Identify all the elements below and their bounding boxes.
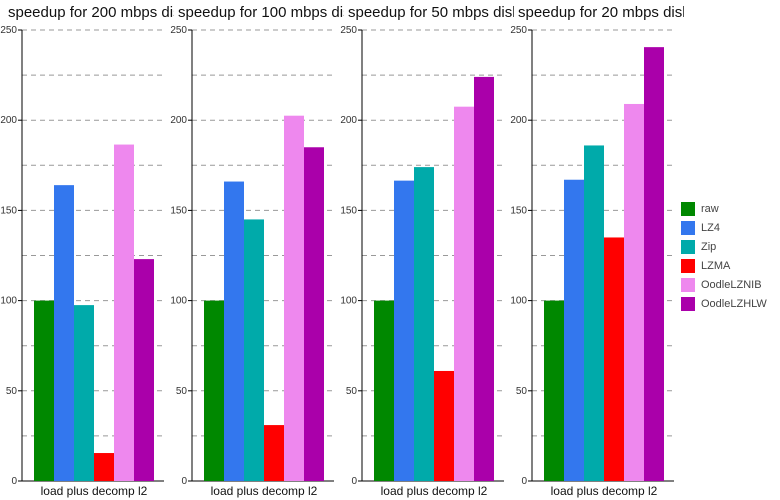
- legend-label: Zip: [701, 241, 716, 253]
- bar-oodlelzhlw: [474, 76, 494, 482]
- legend-swatch: [681, 278, 695, 292]
- bar-oodlelznib: [624, 103, 644, 482]
- chart-title: speedup for 100 mbps disk: [178, 4, 359, 21]
- bar-zip: [74, 305, 94, 481]
- legend-label: LZ4: [701, 222, 720, 234]
- y-tick-label: 0: [11, 476, 17, 487]
- y-tick-label: 150: [170, 205, 187, 216]
- y-tick-label: 200: [340, 115, 357, 126]
- y-tick-label: 150: [0, 205, 17, 216]
- bar-oodlelznib: [284, 115, 304, 481]
- legend-item: raw: [681, 202, 719, 216]
- legend-swatch: [681, 259, 695, 273]
- bar-lz4: [394, 180, 414, 481]
- y-tick-label: 50: [176, 386, 188, 397]
- x-category-label: load plus decomp l2: [41, 484, 148, 498]
- bar-oodlelznib: [114, 144, 134, 481]
- bar-raw: [204, 300, 224, 481]
- y-tick-label: 100: [0, 296, 17, 307]
- bar-lzma: [604, 237, 624, 481]
- bar-lzma: [434, 370, 454, 481]
- y-tick-label: 100: [340, 296, 357, 307]
- x-category-label: load plus decomp l2: [551, 484, 658, 498]
- legend-label: OodleLZNIB: [701, 279, 762, 291]
- y-tick-label: 0: [521, 476, 527, 487]
- bar-lz4: [564, 179, 584, 481]
- bar-oodlelzhlw: [644, 47, 664, 481]
- y-tick-label: 250: [510, 25, 527, 36]
- bar-lzma: [94, 453, 114, 481]
- y-tick-label: 150: [510, 205, 527, 216]
- chart-title: speedup for 200 mbps disk: [8, 4, 189, 21]
- bar-zip: [584, 145, 604, 481]
- legend-swatch: [681, 202, 695, 216]
- y-tick-label: 250: [0, 25, 17, 36]
- legend-item: OodleLZNIB: [681, 278, 762, 292]
- y-tick-label: 250: [340, 25, 357, 36]
- bar-raw: [34, 300, 54, 481]
- legend: raw LZ4 Zip LZMA OodleLZNIB OodleLZHLW: [681, 202, 767, 311]
- legend-swatch: [681, 240, 695, 254]
- bar-oodlelzhlw: [134, 259, 154, 481]
- bar-oodlelzhlw: [304, 147, 324, 481]
- bar-zip: [244, 219, 264, 482]
- legend-item: LZ4: [681, 221, 720, 235]
- y-tick-label: 150: [340, 205, 357, 216]
- bar-oodlelznib: [454, 106, 474, 482]
- legend-label: OodleLZHLW: [701, 298, 767, 310]
- chart-title: speedup for 50 mbps disk: [348, 4, 520, 21]
- y-tick-label: 100: [170, 296, 187, 307]
- y-tick-label: 50: [6, 386, 18, 397]
- y-tick-label: 200: [0, 115, 17, 126]
- bar-lz4: [224, 181, 244, 481]
- y-tick-label: 0: [181, 476, 187, 487]
- legend-item: OodleLZHLW: [681, 297, 767, 311]
- y-tick-label: 200: [170, 115, 187, 126]
- y-tick-label: 0: [351, 476, 357, 487]
- bar-lz4: [54, 185, 74, 482]
- chart-panel: speedup for 20 mbps disk 0 50 100 150 200 250 l…: [510, 4, 690, 498]
- y-tick-label: 200: [510, 115, 527, 126]
- y-tick-label: 100: [510, 296, 527, 307]
- chart-panel: speedup for 100 mbps disk 0 50 100 150 200 250…: [170, 4, 359, 498]
- chart-panel: speedup for 50 mbps disk 0 50 100 150 200 250 l…: [340, 4, 520, 498]
- legend-label: LZMA: [701, 260, 731, 272]
- bar-zip: [414, 167, 434, 481]
- chart-panels: speedup for 200 mbps disk 0 50 100 150 200 250…: [0, 4, 690, 498]
- y-tick-label: 50: [516, 386, 528, 397]
- bar-raw: [544, 300, 564, 481]
- x-category-label: load plus decomp l2: [211, 484, 318, 498]
- legend-swatch: [681, 221, 695, 235]
- x-category-label: load plus decomp l2: [381, 484, 488, 498]
- chart-title: speedup for 20 mbps disk: [518, 4, 690, 21]
- legend-item: LZMA: [681, 259, 731, 273]
- legend-swatch: [681, 297, 695, 311]
- y-tick-label: 50: [346, 386, 358, 397]
- bar-raw: [374, 300, 394, 481]
- chart-panel: speedup for 200 mbps disk 0 50 100 150 200 250…: [0, 4, 189, 498]
- y-tick-label: 250: [170, 25, 187, 36]
- bar-lzma: [264, 425, 284, 481]
- legend-label: raw: [701, 203, 719, 215]
- legend-item: Zip: [681, 240, 716, 254]
